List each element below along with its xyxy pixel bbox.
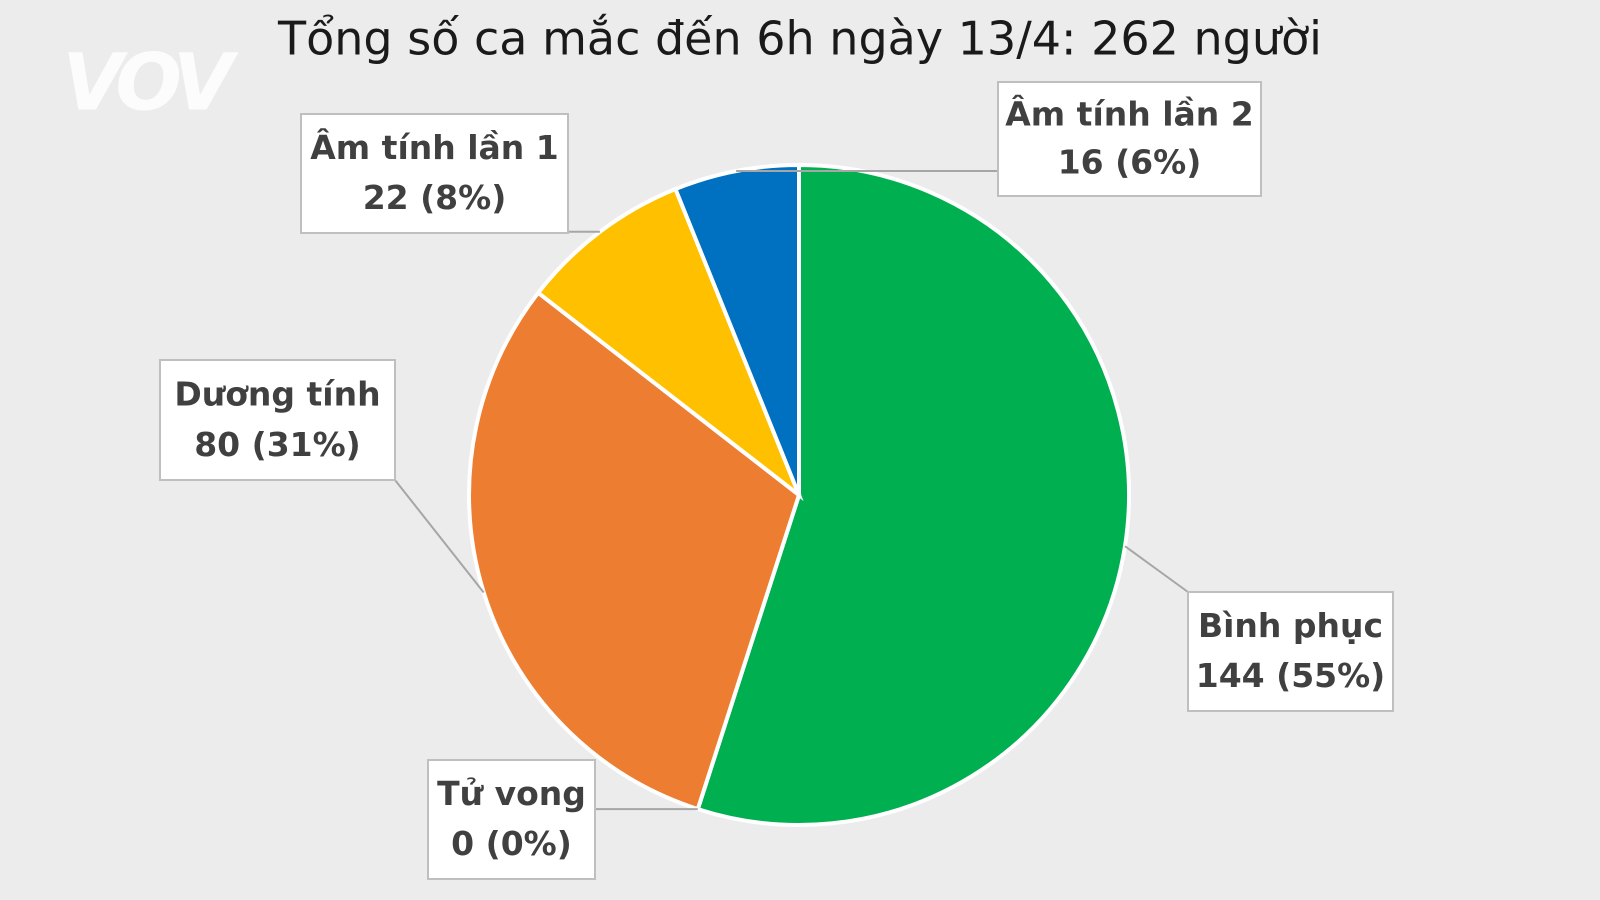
slice-label: Âm tính lần 1 (310, 127, 559, 167)
slice-label: Tử vong (437, 774, 586, 813)
label-box (427, 759, 596, 880)
value-label: 22 (8%) (363, 178, 507, 217)
label-box (997, 81, 1262, 197)
label-box (159, 359, 396, 481)
value-label: 0 (0%) (451, 824, 572, 863)
slice-label: Dương tính (174, 375, 380, 414)
leader-line (394, 479, 485, 594)
chart-title: Tổng số ca mắc đến 6h ngày 13/4: 262 ngư… (277, 12, 1322, 66)
label-box (300, 113, 569, 234)
value-label: 144 (55%) (1196, 656, 1386, 695)
leader-line (1124, 545, 1189, 593)
value-label: 80 (31%) (194, 425, 361, 464)
label-box (1187, 591, 1394, 712)
slice-label: Âm tính lần 2 (1005, 94, 1254, 134)
value-label: 16 (6%) (1058, 143, 1202, 182)
watermark: VOV (63, 38, 240, 128)
slice-label: Bình phục (1198, 606, 1383, 645)
